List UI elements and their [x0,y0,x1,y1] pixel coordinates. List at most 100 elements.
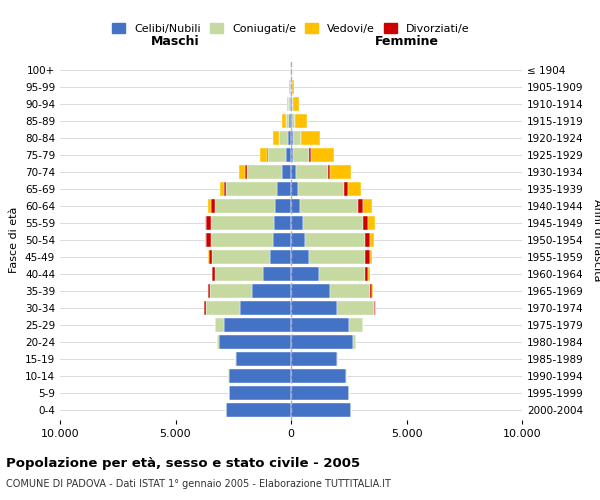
Bar [374,301,376,315]
Bar [215,199,275,213]
Bar [365,267,368,281]
Bar [291,267,319,281]
Bar [291,165,296,179]
Bar [289,114,291,128]
Bar [347,182,361,196]
Bar [291,131,293,145]
Bar [229,386,291,400]
Bar [362,199,372,213]
Bar [247,165,282,179]
Bar [210,284,252,298]
Bar [291,369,346,383]
Bar [235,352,236,366]
Bar [229,369,291,383]
Bar [286,148,291,162]
Bar [337,301,374,315]
Bar [263,267,291,281]
Bar [270,250,291,264]
Bar [205,216,206,230]
Bar [274,216,291,230]
Bar [300,199,358,213]
Bar [290,97,291,111]
Bar [226,403,291,417]
Bar [290,80,291,94]
Bar [211,199,215,213]
Bar [260,148,267,162]
Bar [291,182,298,196]
Bar [291,301,337,315]
Bar [279,131,288,145]
Y-axis label: Fasce di età: Fasce di età [10,207,19,273]
Bar [236,352,291,366]
Bar [349,318,362,332]
Bar [245,165,247,179]
Bar [330,165,351,179]
Bar [344,182,347,196]
Bar [209,250,212,264]
Bar [295,114,307,128]
Bar [220,335,291,349]
Bar [370,284,372,298]
Bar [370,250,372,264]
Bar [302,216,362,230]
Bar [330,284,370,298]
Bar [291,318,349,332]
Bar [239,165,245,179]
Bar [291,403,351,417]
Bar [289,97,290,111]
Bar [311,148,334,162]
Bar [293,148,310,162]
Bar [208,284,210,298]
Bar [291,352,337,366]
Bar [310,148,311,162]
Bar [220,182,224,196]
Bar [226,182,277,196]
Bar [296,165,328,179]
Bar [293,97,299,111]
Bar [301,131,320,145]
Bar [252,284,291,298]
Bar [292,97,293,111]
Bar [212,250,270,264]
Bar [212,267,215,281]
Bar [205,233,206,247]
Bar [358,199,362,213]
Bar [217,335,220,349]
Bar [277,182,291,196]
Bar [287,97,289,111]
Legend: Celibi/Nubili, Coniugati/e, Vedovi/e, Divorziati/e: Celibi/Nubili, Coniugati/e, Vedovi/e, Di… [108,19,474,38]
Text: Maschi: Maschi [151,35,200,48]
Bar [206,216,211,230]
Bar [305,233,365,247]
Bar [273,131,279,145]
Bar [365,233,370,247]
Bar [291,199,300,213]
Bar [291,284,330,298]
Bar [291,233,305,247]
Bar [368,267,370,281]
Bar [291,250,310,264]
Bar [224,182,226,196]
Bar [268,148,286,162]
Bar [362,216,368,230]
Bar [211,233,273,247]
Bar [328,165,330,179]
Bar [275,199,291,213]
Bar [319,267,365,281]
Bar [215,267,263,281]
Bar [365,250,370,264]
Bar [240,301,291,315]
Bar [211,216,274,230]
Bar [206,301,240,315]
Text: Femmine: Femmine [374,35,439,48]
Bar [208,250,209,264]
Bar [224,318,291,332]
Bar [291,386,349,400]
Bar [310,250,365,264]
Bar [286,114,289,128]
Text: Popolazione per età, sesso e stato civile - 2005: Popolazione per età, sesso e stato civil… [6,458,360,470]
Bar [353,335,356,349]
Bar [267,148,268,162]
Bar [368,216,376,230]
Bar [291,335,353,349]
